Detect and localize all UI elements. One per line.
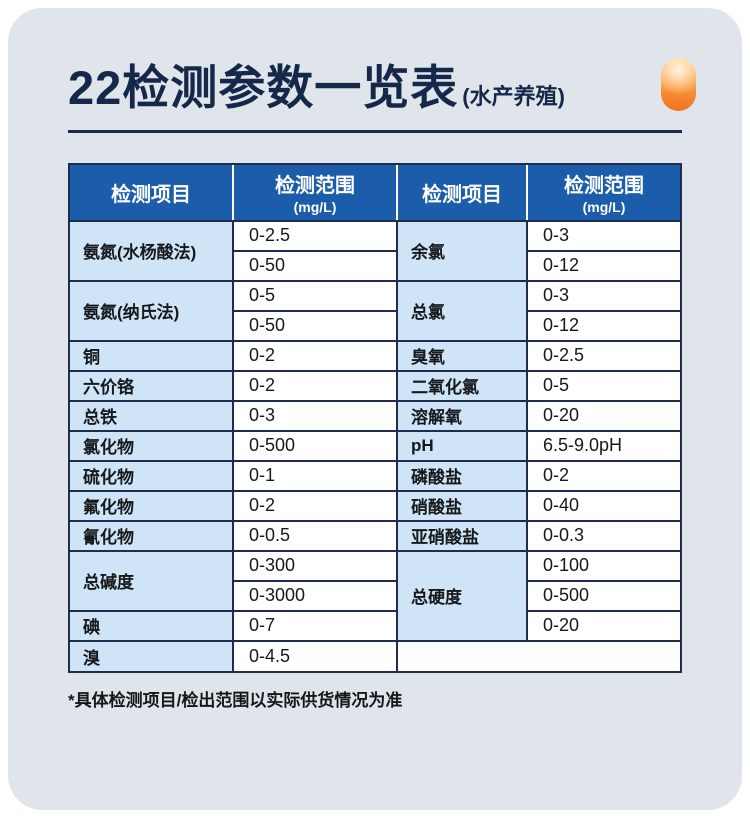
parameters-table: 检测项目 检测范围 (mg/L) 检测项目 检测范围 (mg/L) (70, 164, 680, 671)
table-header-row: 检测项目 检测范围 (mg/L) 检测项目 检测范围 (mg/L) (70, 164, 680, 222)
table-row: 氯化物 0-500 pH 6.5-9.0pH (70, 430, 680, 462)
param-cell: 溴 (70, 640, 234, 671)
range-cell: 0-7 (233, 610, 398, 642)
table-row: 0-3000 0-500 (70, 580, 680, 612)
range-cell: 0-1 (233, 460, 398, 492)
range-cell: 0-40 (527, 490, 680, 522)
table-row: 氨氮(纳氏法) 0-5 总氯 0-3 (70, 280, 680, 342)
param-cell: 总硬度 (397, 550, 528, 642)
table-row: 0-50 0-12 (70, 310, 680, 342)
range-cell: 0-2.5 (233, 220, 398, 252)
empty-cell (397, 640, 680, 671)
table-row: 氨氮(水杨酸法) 0-2.5 余氯 0-3 (70, 220, 680, 282)
header-item-right: 检测项目 (396, 164, 527, 222)
param-cell: 总铁 (70, 400, 234, 432)
header-range-left: 检测范围 (mg/L) (232, 164, 397, 222)
table-row: 硫化物 0-1 磷酸盐 0-2 (70, 460, 680, 492)
header-label: 检测项目 (111, 183, 191, 206)
param-cell: 氯化物 (70, 430, 234, 462)
footnote: *具体检测项目/检出范围以实际供货情况为准 (68, 690, 403, 710)
param-cell: 硝酸盐 (397, 490, 528, 522)
header-range-right: 检测范围 (mg/L) (526, 164, 680, 222)
range-cell: 0-4.5 (233, 640, 398, 671)
param-cell: 二氧化氯 (397, 370, 528, 402)
param-cell: 氰化物 (70, 520, 234, 552)
table-row: 氟化物 0-2 硝酸盐 0-40 (70, 490, 680, 522)
page-title: 22检测参数一览表 (68, 61, 459, 114)
param-cell: 余氯 (397, 220, 528, 282)
page-subtitle: (水产养殖) (462, 84, 565, 109)
range-cell: 0-20 (527, 610, 680, 642)
range-cell: 0-12 (527, 250, 680, 282)
range-cell: 0-50 (233, 250, 398, 282)
param-cell: pH (397, 430, 528, 462)
range-cell: 0-3 (527, 280, 680, 312)
title-row: 22检测参数一览表 (水产养殖) (68, 58, 696, 114)
table-row: 0-50 0-12 (70, 250, 680, 282)
range-cell: 0-100 (527, 550, 680, 582)
orange-capsule-icon (661, 58, 696, 111)
range-cell: 0-2 (233, 370, 398, 402)
range-cell: 0-2 (233, 340, 398, 372)
table-row: 总铁 0-3 溶解氧 0-20 (70, 400, 680, 432)
header-unit: (mg/L) (293, 199, 337, 216)
range-cell: 0-0.5 (233, 520, 398, 552)
param-cell: 碘 (70, 610, 234, 642)
param-cell: 氨氮(纳氏法) (70, 280, 234, 342)
param-cell: 溶解氧 (397, 400, 528, 432)
param-cell: 氟化物 (70, 490, 234, 522)
table-row: 溴 0-4.5 (70, 640, 680, 671)
param-cell: 总氯 (397, 280, 528, 342)
range-cell: 0-500 (233, 430, 398, 462)
param-cell: 总碱度 (70, 550, 234, 612)
range-cell: 6.5-9.0pH (527, 430, 680, 462)
header-label: 检测范围 (275, 175, 355, 198)
table-wrapper: 检测项目 检测范围 (mg/L) 检测项目 检测范围 (mg/L) (68, 162, 682, 673)
table-row: 铜 0-2 臭氧 0-2.5 (70, 340, 680, 372)
table-row: 氰化物 0-0.5 亚硝酸盐 0-0.3 (70, 520, 680, 552)
header-label: 检测范围 (564, 175, 644, 198)
range-cell: 0-12 (527, 310, 680, 342)
table-row: 总碱度 0-300 总硬度 0-100 (70, 550, 680, 642)
header-item-left: 检测项目 (70, 164, 233, 222)
range-cell: 0-3 (233, 400, 398, 432)
range-cell: 0-50 (233, 310, 398, 342)
range-cell: 0-2.5 (527, 340, 680, 372)
range-cell: 0-3 (527, 220, 680, 252)
param-cell: 磷酸盐 (397, 460, 528, 492)
background-card: 22检测参数一览表 (水产养殖) 检测项目 检测范围 (mg/L) (8, 8, 742, 810)
param-cell: 硫化物 (70, 460, 234, 492)
range-cell: 0-5 (527, 370, 680, 402)
range-cell: 0-2 (527, 460, 680, 492)
range-cell: 0-500 (527, 580, 680, 612)
table-row: 六价铬 0-2 二氧化氯 0-5 (70, 370, 680, 402)
range-cell: 0-300 (233, 550, 398, 582)
range-cell: 0-20 (527, 400, 680, 432)
table-row: 碘 0-7 0-20 (70, 610, 680, 642)
param-cell: 氨氮(水杨酸法) (70, 220, 234, 282)
range-cell: 0-2 (233, 490, 398, 522)
param-cell: 六价铬 (70, 370, 234, 402)
range-cell: 0-0.3 (527, 520, 680, 552)
param-cell: 铜 (70, 340, 234, 372)
param-cell: 臭氧 (397, 340, 528, 372)
title-divider (68, 129, 682, 133)
param-cell: 亚硝酸盐 (397, 520, 528, 552)
header-unit: (mg/L) (582, 199, 626, 216)
range-cell: 0-5 (233, 280, 398, 312)
header-label: 检测项目 (422, 183, 502, 206)
range-cell: 0-3000 (233, 580, 398, 612)
